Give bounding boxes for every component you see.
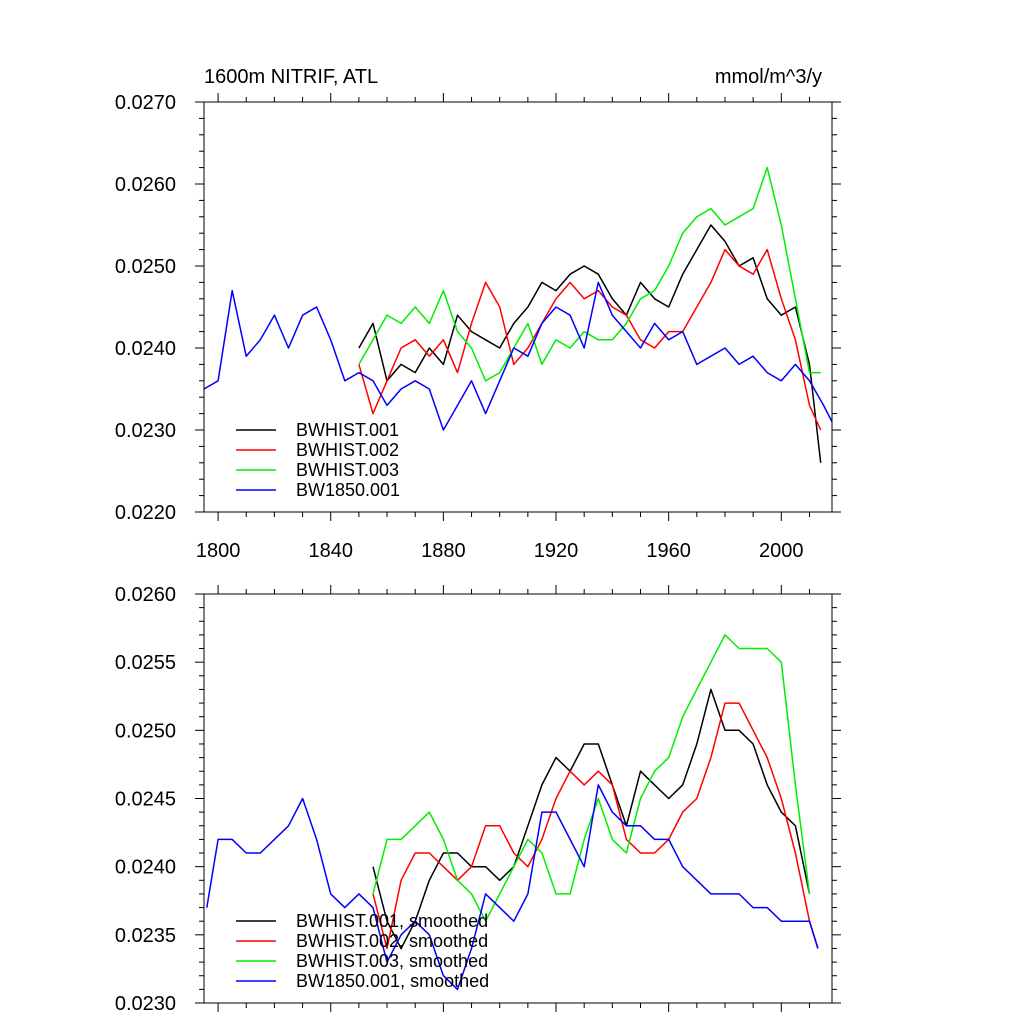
chart-title: 1600m NITRIF, ATL xyxy=(204,66,378,88)
series-line-2 xyxy=(358,248,822,431)
y-tick-label: 0.0250 xyxy=(115,256,176,278)
legend-label-3: BWHIST.003 xyxy=(296,460,399,480)
y-tick-label: 0.0260 xyxy=(115,584,176,606)
x-tick-label: 1880 xyxy=(421,540,466,562)
y-tick-label: 0.0255 xyxy=(115,652,176,674)
y-tick-label: 0.0220 xyxy=(115,502,176,524)
legend-label-2: BWHIST.002 xyxy=(296,440,399,460)
top-panel: 1600m NITRIF, ATL mmol/m^3/y 1800 1840 188… xyxy=(115,66,841,562)
y-tick-label: 0.0230 xyxy=(115,993,176,1015)
series-line-4 xyxy=(206,784,819,991)
legend-label-4: BW1850.001, smoothed xyxy=(296,971,489,991)
series-line-1 xyxy=(372,688,811,950)
bottom-panel: 0.0230 0.0235 0.0240 0.0245 0.0250 0.0255 0.02… xyxy=(115,584,841,1015)
series-line-3 xyxy=(358,166,821,382)
y-tick-label: 0.0270 xyxy=(115,92,176,114)
x-tick-label: 2000 xyxy=(759,540,804,562)
x-tick-label: 1960 xyxy=(646,540,691,562)
series-line-2 xyxy=(372,702,819,950)
y-tick-label: 0.0245 xyxy=(115,789,176,811)
plot-frame xyxy=(203,101,833,513)
x-tick-label: 1840 xyxy=(308,540,353,562)
legend-label-1: BWHIST.001, smoothed xyxy=(296,911,488,931)
y-tick-label: 0.0240 xyxy=(115,338,176,360)
legend-label-2: BWHIST.002, smoothed xyxy=(296,931,488,951)
legend-label-3: BWHIST.003, smoothed xyxy=(296,951,488,971)
series-line-3 xyxy=(372,634,811,922)
y-tick-label: 0.0240 xyxy=(115,857,176,879)
chart-units: mmol/m^3/y xyxy=(715,66,822,88)
series-line-4 xyxy=(204,281,832,431)
legend-label-1: BWHIST.001 xyxy=(296,420,399,440)
legend-label-4: BW1850.001 xyxy=(296,480,400,500)
y-tick-label: 0.0235 xyxy=(115,925,176,947)
series-line-1 xyxy=(358,224,822,463)
x-tick-label: 1920 xyxy=(534,540,579,562)
y-tick-label: 0.0230 xyxy=(115,420,176,442)
y-tick-label: 0.0260 xyxy=(115,174,176,196)
y-tick-label: 0.0250 xyxy=(115,720,176,742)
x-tick-label: 1800 xyxy=(196,540,241,562)
